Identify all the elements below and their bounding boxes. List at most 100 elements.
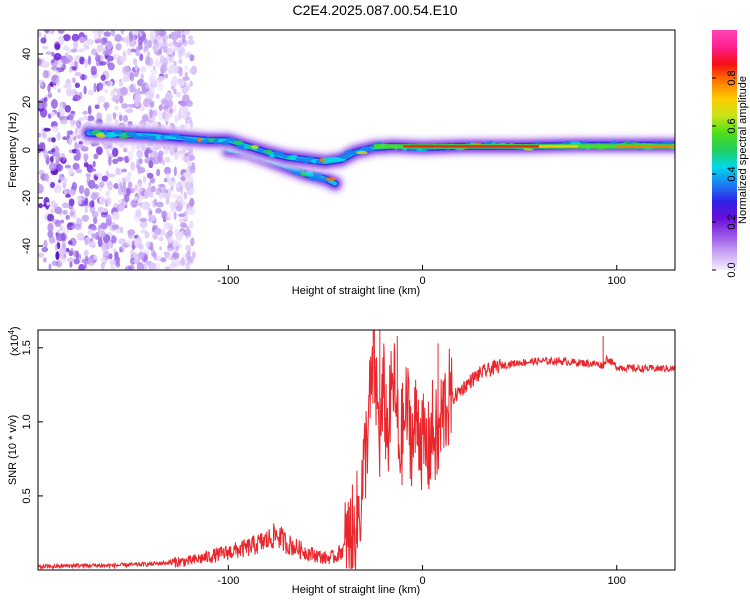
y-tick-label: 0 [21,147,33,153]
noise-speckle [118,199,123,205]
noise-speckle [58,256,67,264]
y-tick-label: 0.5 [21,488,33,503]
noise-speckle [173,104,177,114]
noise-speckle [182,172,190,178]
noise-speckle [38,252,44,258]
noise-speckle [178,50,182,58]
noise-speckle [158,157,163,162]
noise-speckle [182,30,189,36]
steady-core-warm-right [616,145,675,148]
noise-speckle [157,60,162,69]
noise-speckle [72,162,80,171]
noise-speckle [173,46,177,52]
noise-speckle [107,62,115,71]
noise-speckle [163,35,169,40]
spectrogram-x-label: Height of straight line (km) [292,285,420,297]
noise-speckle [43,127,51,132]
noise-speckle [143,45,147,54]
noise-speckle [112,94,121,100]
noise-speckle [129,199,137,208]
noise-speckle [48,235,56,244]
noise-speckle [127,150,134,161]
noise-speckle [119,226,123,231]
noise-speckle [121,103,128,109]
noise-speckle [47,137,53,143]
noise-speckle [168,34,172,39]
noise-speckle [87,115,95,122]
noise-speckle [165,157,171,163]
x-tick-label: 0 [419,275,425,287]
noise-speckle [166,222,174,227]
noise-speckle [150,76,155,84]
noise-speckle [189,220,194,229]
noise-speckle [148,262,156,270]
noise-speckle [65,194,71,198]
noise-speckle [139,106,146,112]
y-tick-label: 20 [21,96,33,108]
noise-speckle [92,216,98,225]
spectrogram-traces [77,122,675,195]
noise-speckle [122,74,130,83]
noise-speckle [130,161,136,171]
noise-speckle [115,43,122,51]
noise-speckle [182,76,190,81]
noise-speckle [180,222,188,228]
noise-speckle [98,196,105,206]
noise-speckle [51,137,56,143]
noise-speckle [187,206,195,216]
noise-speckle [157,82,164,91]
noise-speckle [99,181,105,188]
noise-speckle [104,88,108,94]
colorbar-label: Normalized spectral amplitude [737,76,749,224]
noise-speckle [120,55,127,63]
noise-speckle [166,248,175,253]
noise-speckle [142,176,147,184]
noise-speckle [62,136,68,141]
noise-speckle [94,104,100,110]
noise-speckle [175,183,180,188]
main-trace-blob [141,134,147,139]
noise-speckle [111,235,117,244]
noise-speckle [148,160,154,169]
noise-speckle [98,228,103,239]
noise-speckle [55,251,60,261]
colorbar-gradient [712,30,737,270]
noise-speckle [99,61,107,66]
noise-speckle [144,97,153,103]
noise-speckle [61,176,66,182]
noise-speckle [126,187,132,195]
noise-speckle [53,53,62,61]
lower-branch-trace-blob [291,171,303,175]
noise-speckle [68,112,76,118]
noise-speckle [154,227,162,236]
noise-speckle [171,176,176,183]
noise-speckle [65,214,70,220]
noise-speckle [190,237,195,247]
noise-speckle [106,80,111,87]
noise-speckle [170,54,175,64]
snr-frame [37,329,676,571]
noise-speckle [54,219,62,228]
noise-speckle [111,211,120,221]
noise-speckle [144,189,152,198]
noise-speckle [97,82,104,91]
noise-speckle [84,236,90,246]
noise-speckle [127,229,136,236]
noise-speckle [63,34,71,42]
noise-speckle [173,88,177,95]
noise-speckle [71,61,75,67]
noise-speckle [167,188,172,196]
noise-speckle [175,231,184,241]
noise-speckle [57,59,64,68]
noise-speckle [84,187,90,197]
noise-speckle [157,49,163,56]
noise-speckle [120,185,127,193]
noise-speckle [82,110,88,115]
noise-speckle [67,257,75,263]
noise-speckle [74,72,82,77]
noise-speckle [112,158,119,164]
noise-speckle [111,224,120,230]
noise-speckle [124,193,130,203]
noise-speckle [165,114,169,122]
noise-speckle [51,260,59,266]
